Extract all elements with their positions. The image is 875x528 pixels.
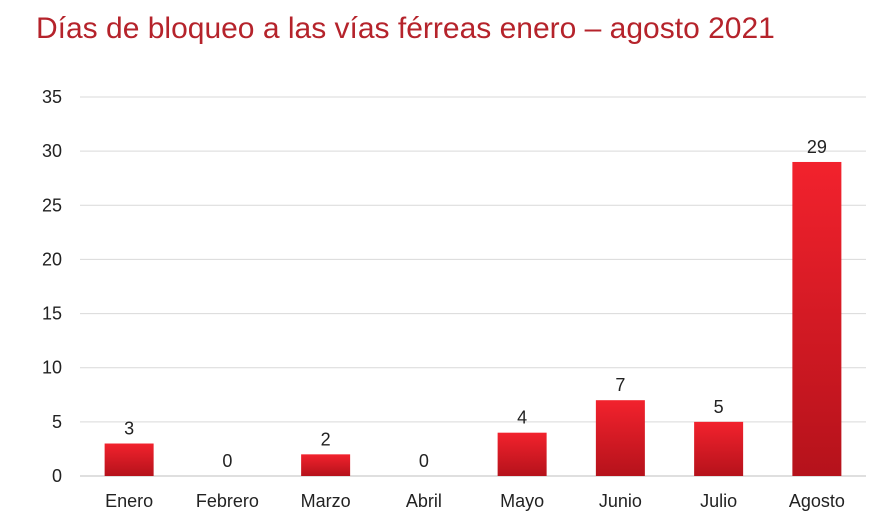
x-tick-label-mayo: Mayo bbox=[500, 491, 544, 511]
y-tick-label: 30 bbox=[42, 141, 62, 161]
bar-julio bbox=[694, 421, 744, 476]
data-label-abril: 0 bbox=[419, 451, 429, 471]
y-tick-label: 15 bbox=[42, 304, 62, 324]
y-tick-label: 0 bbox=[52, 466, 62, 486]
x-tick-label-junio: Junio bbox=[599, 491, 642, 511]
y-tick-label: 35 bbox=[42, 87, 62, 107]
x-axis: Enero Febrero Marzo Abril Mayo Junio Julio Agos… bbox=[105, 491, 845, 511]
x-tick-label-julio: Julio bbox=[700, 491, 737, 511]
data-label-junio: 7 bbox=[615, 375, 625, 395]
gridlines bbox=[80, 96, 866, 477]
data-label-marzo: 2 bbox=[321, 429, 331, 449]
data-label-febrero: 0 bbox=[222, 451, 232, 471]
x-tick-label-enero: Enero bbox=[105, 491, 153, 511]
bar-mayo bbox=[497, 432, 547, 476]
bar-junio bbox=[595, 400, 645, 476]
chart-title: Días de bloqueo a las vías férreas enero… bbox=[36, 12, 775, 45]
x-tick-label-agosto: Agosto bbox=[789, 491, 845, 511]
x-tick-label-marzo: Marzo bbox=[301, 491, 351, 511]
bar-agosto bbox=[792, 161, 842, 476]
y-tick-label: 20 bbox=[42, 249, 62, 269]
bar-marzo bbox=[301, 454, 351, 476]
bars bbox=[104, 161, 842, 476]
y-tick-label: 5 bbox=[52, 412, 62, 432]
data-label-enero: 3 bbox=[124, 419, 134, 439]
bar-enero bbox=[104, 443, 154, 476]
data-label-agosto: 29 bbox=[807, 137, 827, 157]
y-tick-label: 10 bbox=[42, 358, 62, 378]
data-label-julio: 5 bbox=[714, 397, 724, 417]
y-axis: 0 5 10 15 20 25 30 35 bbox=[42, 87, 62, 486]
data-label-mayo: 4 bbox=[517, 408, 527, 428]
data-labels: 3 0 2 0 4 7 5 29 bbox=[124, 137, 827, 471]
x-tick-label-abril: Abril bbox=[406, 491, 442, 511]
y-tick-label: 25 bbox=[42, 195, 62, 215]
x-tick-label-febrero: Febrero bbox=[196, 491, 259, 511]
